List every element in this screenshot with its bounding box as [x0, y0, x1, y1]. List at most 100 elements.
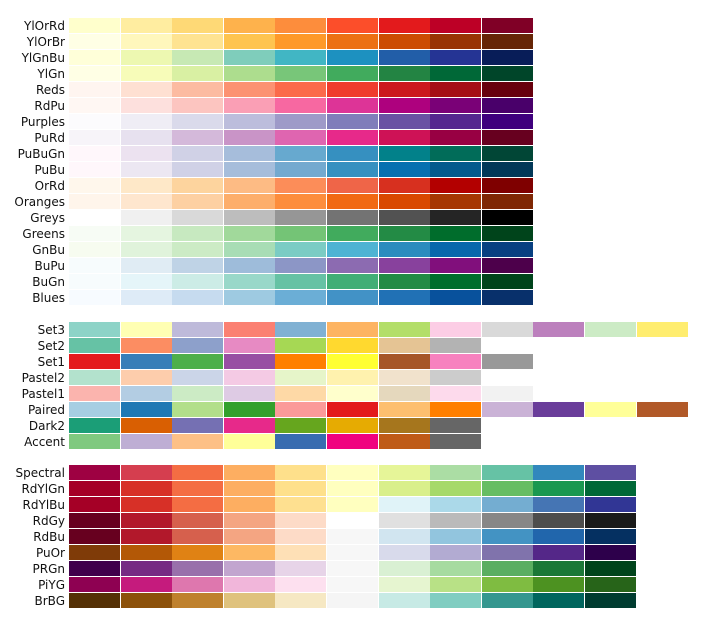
color-swatch: [379, 162, 430, 177]
palette-row-spectral: Spectral: [0, 465, 701, 481]
color-swatch: [275, 50, 326, 65]
color-swatch: [121, 545, 172, 560]
color-swatch: [327, 130, 378, 145]
color-swatch: [533, 545, 584, 560]
color-swatch: [172, 481, 223, 496]
color-swatch: [327, 146, 378, 161]
color-swatch: [327, 386, 378, 401]
color-swatch: [482, 513, 533, 528]
color-swatch: [430, 529, 481, 544]
color-swatch: [482, 34, 533, 49]
palette-label: BuGn: [32, 275, 65, 289]
color-swatch: [482, 178, 533, 193]
palette-label: YlGnBu: [21, 51, 65, 65]
palette-label: YlGn: [37, 67, 65, 81]
color-swatch: [69, 242, 120, 257]
palette-row-paired: Paired: [0, 402, 701, 418]
color-swatch: [172, 338, 223, 353]
color-swatch: [69, 481, 120, 496]
color-swatch: [379, 274, 430, 289]
palette-label: YlOrBr: [26, 35, 65, 49]
color-swatch: [430, 545, 481, 560]
color-swatch: [585, 402, 636, 417]
color-swatch: [224, 162, 275, 177]
palette-label: Set2: [37, 339, 65, 353]
color-swatch: [430, 242, 481, 257]
color-swatch: [172, 34, 223, 49]
color-swatch: [482, 274, 533, 289]
palette-label: Pastel2: [21, 371, 65, 385]
color-swatch: [533, 402, 584, 417]
color-swatch: [121, 561, 172, 576]
color-swatch: [379, 545, 430, 560]
color-swatch: [482, 18, 533, 33]
color-swatch: [172, 146, 223, 161]
color-swatch: [121, 338, 172, 353]
color-swatch: [327, 434, 378, 449]
color-swatch: [430, 497, 481, 512]
color-swatch: [69, 50, 120, 65]
color-swatch: [172, 242, 223, 257]
color-swatch: [327, 545, 378, 560]
color-swatch: [275, 338, 326, 353]
color-swatch: [275, 194, 326, 209]
color-swatch: [430, 290, 481, 305]
color-swatch: [379, 178, 430, 193]
color-swatch: [430, 82, 481, 97]
color-swatch: [327, 497, 378, 512]
color-swatch: [172, 513, 223, 528]
color-swatch: [69, 98, 120, 113]
color-swatch: [327, 593, 378, 608]
color-swatch: [69, 210, 120, 225]
color-swatch: [379, 114, 430, 129]
color-swatch: [121, 146, 172, 161]
color-swatch: [121, 34, 172, 49]
color-swatch: [172, 577, 223, 592]
color-swatch: [533, 481, 584, 496]
color-swatch: [224, 402, 275, 417]
color-swatch: [482, 561, 533, 576]
color-swatch: [533, 593, 584, 608]
color-swatch: [121, 513, 172, 528]
palette-label: PuBu: [34, 163, 65, 177]
color-swatch: [482, 130, 533, 145]
color-swatch: [224, 290, 275, 305]
color-swatch: [533, 497, 584, 512]
color-swatch: [172, 130, 223, 145]
color-swatch: [327, 338, 378, 353]
color-swatch: [69, 290, 120, 305]
color-swatch: [637, 402, 688, 417]
color-swatch: [275, 66, 326, 81]
color-swatch: [121, 577, 172, 592]
color-swatch: [121, 370, 172, 385]
color-swatch: [430, 66, 481, 81]
color-swatch: [275, 545, 326, 560]
color-swatch: [430, 34, 481, 49]
color-swatch: [275, 402, 326, 417]
color-swatch: [482, 290, 533, 305]
color-swatch: [379, 497, 430, 512]
color-swatch: [275, 497, 326, 512]
color-swatch: [327, 34, 378, 49]
palette-row-puor: PuOr: [0, 545, 701, 561]
color-swatch: [172, 290, 223, 305]
color-swatch: [224, 322, 275, 337]
palette-row-purples: Purples: [0, 114, 701, 130]
palette-label: BuPu: [34, 259, 65, 273]
color-swatch: [69, 82, 120, 97]
color-swatch: [224, 338, 275, 353]
color-swatch: [69, 258, 120, 273]
color-swatch: [224, 481, 275, 496]
color-swatch: [482, 593, 533, 608]
color-swatch: [275, 386, 326, 401]
palette-label: Reds: [35, 83, 65, 97]
color-swatch: [121, 50, 172, 65]
color-swatch: [69, 130, 120, 145]
color-swatch: [327, 370, 378, 385]
color-swatch: [430, 226, 481, 241]
color-swatch: [172, 178, 223, 193]
palette-row-bugn: BuGn: [0, 274, 701, 290]
color-swatch: [533, 465, 584, 480]
color-swatch: [224, 274, 275, 289]
